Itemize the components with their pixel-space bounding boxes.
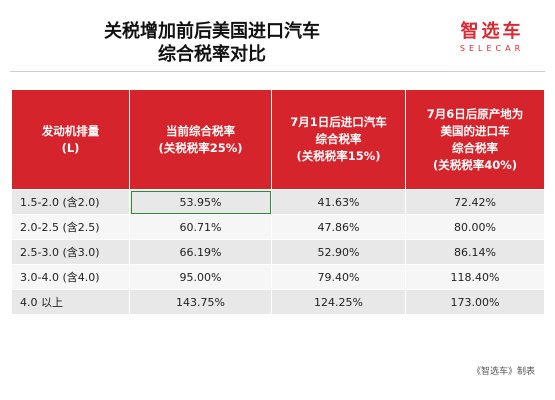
cell-july6-rate: 72.42%: [405, 189, 545, 215]
cell-july6-rate: 80.00%: [405, 214, 545, 240]
cell-displacement: 3.0-4.0 (含4.0): [11, 264, 130, 290]
cell-current-rate: 60.71%: [129, 214, 272, 240]
cell-july6-rate: 173.00%: [405, 289, 545, 315]
header-july1-rate: 7月1日后进口汽车 综合税率 (关税税率15%): [271, 89, 406, 190]
cell-current-rate[interactable]: 53.95%: [129, 189, 272, 215]
cell-current-rate: 66.19%: [129, 239, 272, 265]
cell-current-rate: 143.75%: [129, 289, 272, 315]
header-current-rate: 当前综合税率 (关税税率25%): [129, 89, 272, 190]
page-title: 关税增加前后美国进口汽车 综合税率对比: [62, 20, 362, 66]
cell-july6-rate: 118.40%: [405, 264, 545, 290]
source-credit: 《智选车》制表: [471, 367, 535, 377]
cell-july1-rate: 52.90%: [271, 239, 406, 265]
logo-chinese-text: 智选车: [460, 21, 524, 42]
table-row: 2.5-3.0 (含3.0) 66.19% 52.90% 86.14%: [11, 239, 545, 265]
cell-july1-rate: 41.63%: [271, 189, 406, 215]
cell-july1-rate: 79.40%: [271, 264, 406, 290]
cell-july1-rate: 124.25%: [271, 289, 406, 315]
brand-logo: 智选车 SELECAR: [447, 21, 537, 54]
table-row: 4.0 以上 143.75% 124.25% 173.00%: [11, 289, 545, 315]
table-header-row: 发动机排量 (L) 当前综合税率 (关税税率25%) 7月1日后进口汽车 综合税…: [11, 89, 545, 190]
cell-displacement: 4.0 以上: [11, 289, 130, 315]
cell-displacement: 2.5-3.0 (含3.0): [11, 239, 130, 265]
title-line-1: 关税增加前后美国进口汽车: [104, 21, 320, 42]
cell-current-rate: 95.00%: [129, 264, 272, 290]
header-july6-us-rate: 7月6日后原产地为 美国的进口车 综合税率 (关税税率40%): [405, 89, 545, 190]
header-engine-displacement: 发动机排量 (L): [11, 89, 130, 190]
logo-english-text: SELECAR: [459, 44, 525, 53]
cell-july1-rate: 47.86%: [271, 214, 406, 240]
title-line-2: 综合税率对比: [158, 44, 266, 65]
cell-displacement: 1.5-2.0 (含2.0): [11, 189, 130, 215]
table-row: 2.0-2.5 (含2.5) 60.71% 47.86% 80.00%: [11, 214, 545, 240]
divider: [10, 71, 545, 72]
cell-july6-rate: 86.14%: [405, 239, 545, 265]
cell-displacement: 2.0-2.5 (含2.5): [11, 214, 130, 240]
table-row: 1.5-2.0 (含2.0) 53.95% 41.63% 72.42%: [11, 189, 545, 215]
tax-rate-table: 发动机排量 (L) 当前综合税率 (关税税率25%) 7月1日后进口汽车 综合税…: [11, 89, 545, 315]
table-row: 3.0-4.0 (含4.0) 95.00% 79.40% 118.40%: [11, 264, 545, 290]
